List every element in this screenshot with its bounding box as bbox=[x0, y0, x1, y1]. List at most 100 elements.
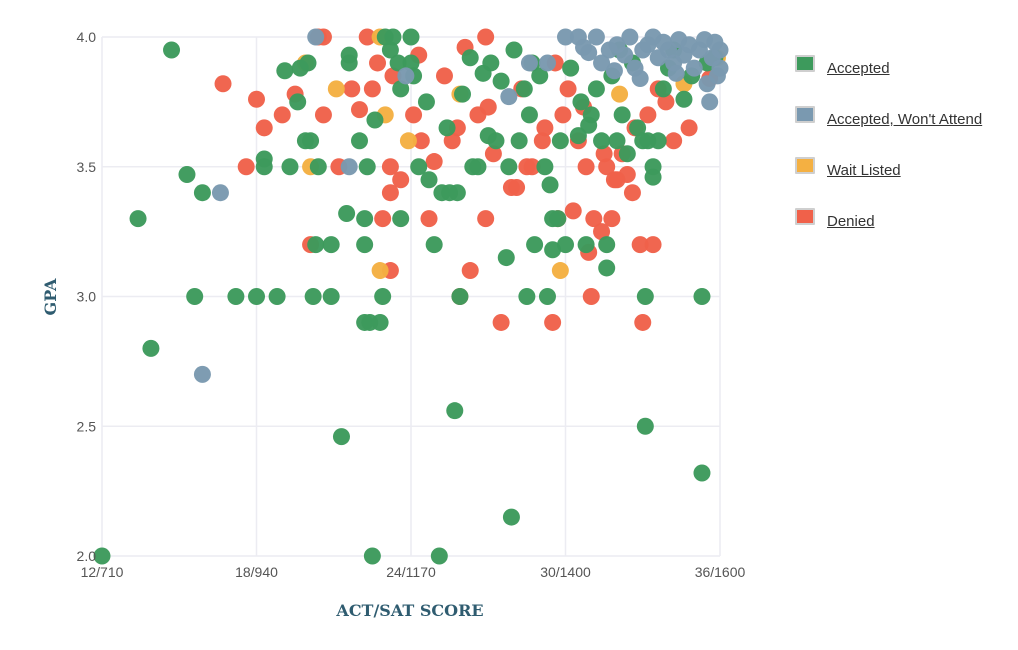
point-accepted bbox=[358, 158, 376, 176]
point-accepted bbox=[636, 417, 654, 435]
point-accepted-won-t-attend bbox=[397, 67, 415, 85]
point-accepted bbox=[129, 210, 147, 228]
point-accepted bbox=[307, 236, 325, 254]
legend-item-accepted-wont-attend[interactable]: Accepted, Won't Attend bbox=[795, 103, 983, 128]
point-accepted bbox=[551, 132, 569, 150]
point-accepted-won-t-attend bbox=[340, 158, 358, 176]
point-accepted-won-t-attend bbox=[605, 62, 623, 80]
point-denied bbox=[374, 210, 392, 228]
point-denied bbox=[358, 28, 376, 46]
point-accepted bbox=[402, 28, 420, 46]
point-accepted-won-t-attend bbox=[557, 28, 574, 46]
point-wait-listed bbox=[327, 80, 345, 98]
x-tick-label: 18/940 bbox=[235, 564, 278, 580]
point-accepted-won-t-attend bbox=[711, 41, 729, 59]
point-denied bbox=[644, 236, 662, 254]
point-denied bbox=[585, 210, 603, 228]
legend-swatch-denied bbox=[795, 207, 815, 225]
point-accepted bbox=[500, 158, 518, 176]
point-accepted bbox=[644, 168, 662, 186]
point-accepted bbox=[392, 80, 410, 98]
point-denied bbox=[420, 210, 438, 228]
legend-item-wait-listed[interactable]: Wait Listed bbox=[795, 154, 982, 179]
point-accepted bbox=[392, 210, 410, 228]
point-accepted bbox=[410, 158, 428, 176]
point-denied bbox=[381, 158, 399, 176]
point-denied bbox=[536, 119, 554, 137]
point-accepted-won-t-attend bbox=[616, 46, 634, 64]
point-accepted bbox=[289, 93, 307, 111]
y-axis-title: GPA bbox=[41, 278, 60, 316]
point-accepted bbox=[389, 54, 407, 72]
point-accepted-won-t-attend bbox=[634, 41, 652, 59]
point-accepted bbox=[322, 236, 340, 254]
point-wait-listed bbox=[611, 85, 629, 103]
point-denied bbox=[351, 101, 368, 119]
point-denied bbox=[564, 202, 582, 220]
point-denied bbox=[593, 223, 611, 241]
point-denied bbox=[412, 132, 430, 150]
point-accepted bbox=[497, 249, 515, 267]
point-accepted bbox=[451, 288, 469, 305]
point-accepted bbox=[469, 158, 487, 176]
legend-swatch-accepted bbox=[795, 54, 815, 72]
point-accepted bbox=[505, 41, 523, 59]
legend: Accepted Accepted, Won't Attend Wait Lis… bbox=[795, 52, 982, 256]
point-accepted bbox=[351, 132, 368, 150]
legend-label-accepted: Accepted bbox=[827, 59, 890, 77]
point-denied bbox=[631, 236, 649, 254]
point-wait-listed bbox=[371, 262, 389, 280]
point-denied bbox=[363, 80, 381, 98]
y-tick-label: 3.5 bbox=[77, 159, 97, 175]
point-denied bbox=[343, 80, 361, 98]
point-accepted bbox=[608, 132, 626, 150]
point-accepted bbox=[363, 547, 381, 565]
x-tick-label: 36/1600 bbox=[695, 564, 746, 580]
legend-label-accepted-wont-attend: Accepted, Won't Attend bbox=[827, 110, 983, 128]
x-axis-ticks: 12/710 18/940 24/1170 30/1400 36/1600 bbox=[81, 564, 746, 580]
point-accepted bbox=[538, 288, 556, 305]
point-accepted bbox=[577, 236, 595, 254]
point-accepted-won-t-attend bbox=[660, 41, 677, 59]
point-denied bbox=[508, 179, 526, 197]
point-denied bbox=[603, 210, 621, 228]
point-accepted bbox=[332, 428, 350, 446]
legend-label-wait-listed: Wait Listed bbox=[827, 161, 901, 179]
point-accepted bbox=[402, 54, 420, 72]
y-tick-label: 2.0 bbox=[77, 548, 97, 564]
point-accepted bbox=[587, 80, 605, 98]
legend-item-accepted[interactable]: Accepted bbox=[795, 52, 982, 77]
point-accepted bbox=[281, 158, 299, 176]
point-accepted bbox=[593, 132, 611, 150]
point-accepted bbox=[425, 236, 443, 254]
point-accepted bbox=[572, 93, 590, 111]
legend-item-denied[interactable]: Denied bbox=[795, 205, 982, 230]
point-denied bbox=[657, 93, 675, 111]
point-accepted bbox=[549, 210, 567, 228]
x-tick-label: 24/1170 bbox=[386, 564, 436, 580]
point-denied bbox=[623, 184, 641, 202]
point-accepted-won-t-attend bbox=[193, 365, 211, 383]
point-accepted bbox=[654, 80, 672, 98]
point-accepted-won-t-attend bbox=[701, 93, 719, 111]
point-denied bbox=[533, 132, 551, 150]
point-accepted bbox=[384, 28, 402, 46]
point-accepted bbox=[255, 158, 273, 176]
point-denied bbox=[435, 67, 453, 85]
point-accepted bbox=[186, 288, 204, 305]
point-accepted bbox=[502, 508, 520, 526]
point-accepted bbox=[613, 106, 631, 124]
point-accepted bbox=[675, 90, 693, 108]
point-accepted bbox=[482, 54, 500, 72]
point-accepted-won-t-attend bbox=[621, 28, 639, 46]
point-accepted bbox=[562, 59, 580, 77]
point-accepted bbox=[227, 288, 245, 305]
point-accepted bbox=[598, 259, 616, 277]
point-accepted bbox=[461, 49, 479, 67]
point-accepted bbox=[340, 54, 358, 72]
y-tick-label: 3.0 bbox=[77, 289, 97, 305]
point-denied bbox=[554, 106, 572, 124]
point-accepted bbox=[510, 132, 528, 150]
point-accepted bbox=[598, 236, 616, 254]
point-accepted bbox=[518, 288, 536, 305]
